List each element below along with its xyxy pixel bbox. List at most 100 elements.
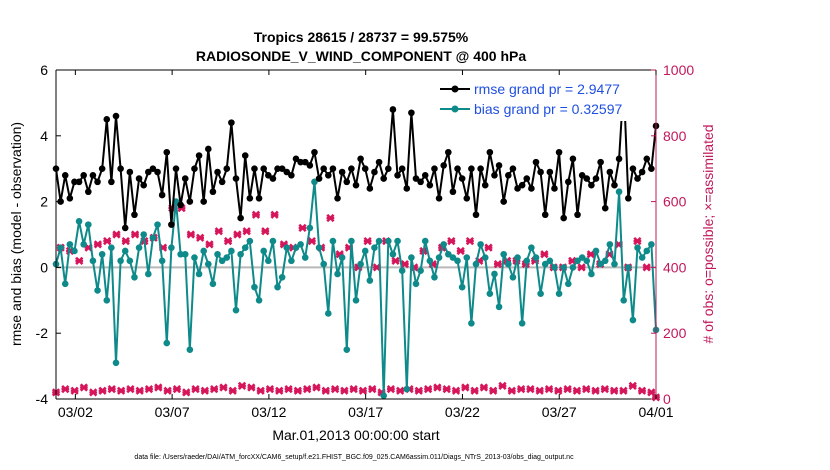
x-tick-label: 03/02 (58, 404, 93, 420)
bias-point (145, 270, 152, 278)
rmse-point (440, 162, 447, 169)
rmse-point (541, 211, 549, 219)
rmse-point (638, 168, 646, 176)
obs-marker (242, 227, 251, 236)
obs-marker (451, 386, 461, 395)
rmse-point (168, 221, 175, 228)
bias-point (435, 254, 443, 261)
obs-marker (619, 386, 628, 395)
bias-point (168, 244, 175, 251)
obs-marker (479, 383, 489, 392)
obs-marker (112, 230, 121, 239)
legend: rmse grand pr = 2.9477 bias grand pr = 0… (436, 77, 650, 121)
rmse-point (66, 195, 74, 202)
rmse-point (565, 178, 572, 186)
bias-point (389, 250, 397, 258)
legend-bias-marker (451, 105, 459, 113)
rmse-point (463, 195, 471, 202)
rmse-point (389, 106, 397, 113)
x-tick-label: 03/07 (155, 404, 190, 420)
bias-point (394, 237, 401, 245)
bias-point (385, 237, 392, 245)
bias-point (278, 273, 286, 281)
bias-point (195, 270, 203, 278)
legend-bias-label: bias grand pr = 0.32597 (474, 101, 622, 117)
rmse-point (412, 175, 420, 182)
rmse-point (338, 168, 346, 176)
rmse-point (486, 148, 494, 156)
rmse-point (569, 155, 577, 163)
bias-point (491, 270, 498, 278)
bias-point (117, 257, 124, 265)
obs-marker (261, 227, 270, 236)
obs-marker (233, 230, 242, 239)
rmse-point (260, 165, 267, 172)
bias-point (408, 254, 415, 261)
rmse-point (89, 171, 97, 179)
rmse-point (145, 168, 152, 176)
bias-point (61, 280, 69, 288)
bias-point (643, 247, 651, 255)
obs-series (51, 204, 661, 402)
bias-point (301, 254, 309, 261)
obs-marker (456, 246, 465, 256)
rmse-point (592, 175, 600, 182)
obs-marker (433, 383, 442, 392)
rmse-point (103, 116, 111, 123)
obs-marker (196, 233, 205, 242)
y-axis-right-label: # of obs: o=possible; ×=assimilated (700, 124, 716, 343)
bias-point (560, 264, 567, 271)
obs-marker (628, 381, 637, 390)
bias-point (334, 270, 341, 278)
bias-point (237, 250, 244, 258)
obs-marker (284, 385, 293, 394)
rmse-point (408, 109, 415, 117)
rmse-point (574, 211, 581, 219)
rmse-point (131, 211, 138, 219)
obs-marker (247, 383, 256, 392)
bias-point (57, 244, 64, 251)
x-tick-label: 03/17 (348, 404, 383, 420)
obs-marker (70, 386, 79, 395)
rmse-point (311, 148, 318, 156)
rmse-point (606, 168, 614, 176)
obs-marker (154, 383, 163, 392)
rmse-point (237, 214, 244, 222)
rmse-point (223, 165, 231, 172)
bias-point (592, 247, 600, 255)
rmse-point (121, 224, 129, 232)
bias-point (338, 254, 346, 261)
obs-marker (130, 230, 140, 239)
y-right-tick-label: 1000 (663, 62, 694, 78)
bias-point (232, 306, 240, 314)
x-axis-label: Mar.01,2013 00:00:00 start (272, 427, 439, 443)
bias-point (348, 237, 355, 245)
rmse-point (283, 168, 291, 176)
bias-point (601, 257, 609, 265)
bias-point (223, 254, 231, 261)
bias-point (541, 260, 549, 268)
bias-point (472, 260, 480, 268)
bias-point (375, 237, 383, 245)
rmse-point (98, 165, 106, 172)
obs-marker (312, 383, 321, 392)
rmse-point (615, 155, 623, 163)
rmse-point (228, 119, 235, 126)
legend-box (436, 77, 650, 121)
y-axis-left-label: rmse and bias (model - observation) (8, 122, 24, 346)
obs-marker (396, 386, 405, 395)
rmse-point (458, 175, 466, 182)
rmse-point (108, 178, 115, 186)
obs-marker (642, 263, 651, 272)
obs-marker (107, 385, 116, 394)
bias-point (98, 250, 106, 258)
bias-point (648, 241, 655, 248)
obs-marker (116, 386, 126, 395)
bias-point (89, 257, 97, 265)
rmse-point (449, 188, 457, 196)
bias-point (154, 221, 161, 228)
rmse-point (629, 165, 637, 172)
bias-point (569, 264, 577, 271)
bias-point (500, 250, 507, 258)
y-right-tick-label: 0 (663, 391, 671, 407)
